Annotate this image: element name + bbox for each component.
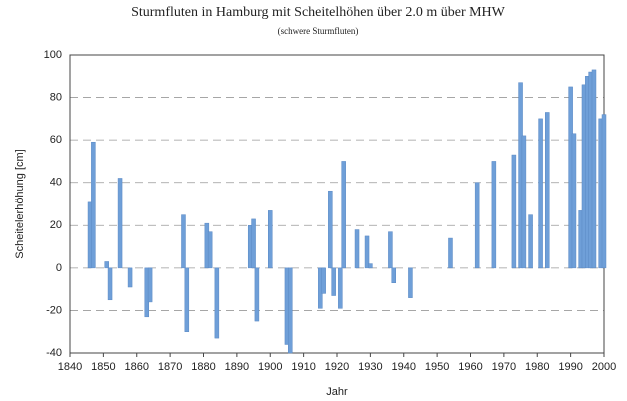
bar bbox=[91, 142, 96, 269]
bar bbox=[321, 267, 326, 294]
bar bbox=[117, 178, 123, 269]
x-tick-label: 1960 bbox=[458, 361, 482, 373]
bar bbox=[254, 267, 260, 322]
bar bbox=[511, 154, 517, 269]
bar bbox=[107, 267, 113, 301]
y-tick-label: 40 bbox=[50, 177, 62, 189]
bar bbox=[331, 267, 336, 296]
bar bbox=[391, 267, 396, 284]
x-tick-label: 1980 bbox=[525, 361, 549, 373]
y-tick-label: -40 bbox=[46, 347, 62, 359]
bar bbox=[268, 210, 273, 269]
x-tick-label: 1840 bbox=[58, 361, 82, 373]
bar bbox=[601, 114, 607, 269]
bar bbox=[338, 267, 343, 309]
x-tick-label: 1900 bbox=[258, 361, 282, 373]
bar bbox=[591, 69, 597, 269]
bar bbox=[408, 267, 413, 298]
bar bbox=[214, 267, 220, 339]
bar bbox=[474, 182, 480, 269]
x-tick-label: 2000 bbox=[592, 361, 616, 373]
x-tick-label: 1990 bbox=[558, 361, 582, 373]
bar bbox=[251, 218, 256, 269]
bar bbox=[571, 133, 577, 269]
bar bbox=[147, 267, 153, 303]
x-tick-label: 1910 bbox=[291, 361, 315, 373]
bar bbox=[127, 267, 133, 288]
bar bbox=[341, 161, 346, 269]
x-tick-label: 1860 bbox=[125, 361, 149, 373]
bar bbox=[184, 267, 190, 332]
bar bbox=[288, 267, 293, 354]
x-tick-label: 1880 bbox=[191, 361, 215, 373]
x-tick-label: 1890 bbox=[225, 361, 249, 373]
y-tick-label: 0 bbox=[56, 262, 62, 274]
bar bbox=[207, 231, 213, 269]
bar bbox=[448, 237, 453, 269]
y-axis-label: Scheitelerhöhung [cm] bbox=[14, 149, 26, 258]
x-tick-label: 1920 bbox=[325, 361, 349, 373]
x-tick-label: 1870 bbox=[158, 361, 182, 373]
bar bbox=[491, 161, 497, 269]
x-tick-label: 1850 bbox=[91, 361, 115, 373]
y-tick-label: -20 bbox=[46, 304, 62, 316]
bar bbox=[538, 118, 543, 269]
bar bbox=[368, 263, 373, 269]
x-tick-label: 1970 bbox=[492, 361, 516, 373]
bar bbox=[521, 135, 527, 269]
y-tick-label: 100 bbox=[44, 49, 62, 61]
bar bbox=[388, 231, 393, 269]
bar bbox=[364, 235, 370, 269]
chart-subtitle: (schwere Sturmfluten) bbox=[278, 26, 359, 36]
bar bbox=[181, 214, 186, 269]
bar bbox=[104, 261, 109, 269]
x-tick-label: 1940 bbox=[392, 361, 416, 373]
x-axis-label: Jahr bbox=[326, 386, 348, 398]
bar bbox=[545, 112, 550, 269]
x-tick-label: 1930 bbox=[358, 361, 382, 373]
y-tick-label: 60 bbox=[50, 134, 62, 146]
bar bbox=[328, 190, 333, 269]
bar bbox=[354, 229, 360, 269]
y-tick-label: 80 bbox=[50, 91, 62, 103]
x-tick-label: 1950 bbox=[425, 361, 449, 373]
y-tick-label: 20 bbox=[50, 219, 62, 231]
bar bbox=[528, 214, 533, 269]
chart-title: Sturmfluten in Hamburg mit Scheitelhöhen… bbox=[131, 5, 506, 20]
